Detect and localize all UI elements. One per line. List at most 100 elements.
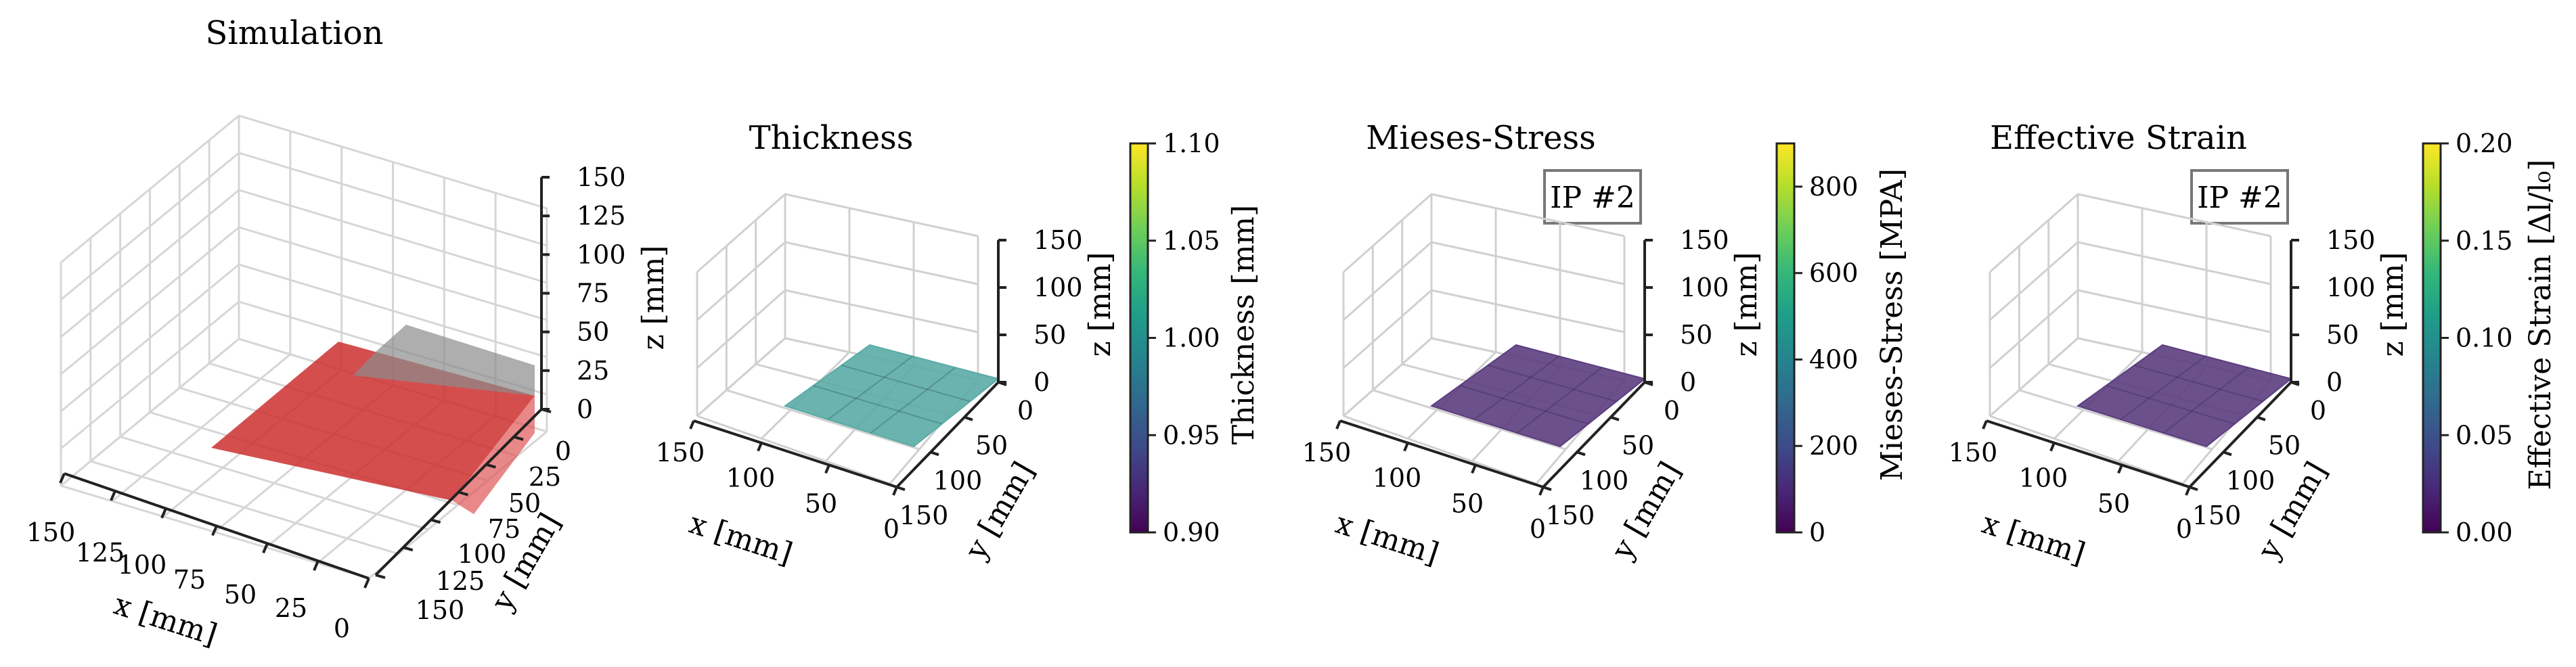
x-tick (1538, 486, 1545, 496)
y-tick (375, 574, 386, 579)
y-tick-label: 50 (508, 488, 541, 518)
patch-grid (2106, 355, 2263, 434)
surfaces (211, 325, 535, 514)
patch-line (2163, 367, 2249, 434)
mieses-stress-plot: Mieses-Stress IP #2 x [mm] y [mm] z [mm]… (1302, 119, 1909, 572)
z-tick-label: 100 (2326, 273, 2376, 302)
x-tick-label: 150 (1302, 438, 1352, 467)
surface-patch (1429, 344, 1647, 448)
y-axis-line (2188, 381, 2292, 488)
z-tick-label: 0 (1034, 367, 1050, 397)
patch-line (2134, 365, 2263, 402)
colorbar-tick-label: 200 (1809, 431, 1859, 461)
colorbar-tick-label: 0.10 (2456, 323, 2513, 353)
colorbar-tick-label: 0.15 (2456, 226, 2513, 256)
y-tick-label: 125 (436, 566, 485, 596)
gridline (60, 226, 548, 375)
gridline (90, 460, 399, 555)
colorbar-gradient (2422, 142, 2442, 534)
y-tick (2223, 451, 2232, 457)
gridline (1343, 241, 1625, 321)
thickness-plot: Thickness x [mm] y [mm] z [mm] z [mm] Th… (636, 119, 1261, 572)
colorbar-tick-label: 1.10 (1163, 129, 1220, 158)
colorbar-tick-label: 800 (1809, 172, 1859, 202)
patch-line (1459, 385, 1589, 425)
x-tick-label: 0 (1530, 514, 1546, 544)
y-tick-label: 100 (458, 539, 507, 569)
x-tick (1335, 420, 1341, 430)
y-tick (1542, 486, 1552, 491)
y-tick-label: 100 (933, 465, 983, 495)
z-tick-label: 50 (1034, 320, 1066, 350)
patch-line (2120, 355, 2206, 420)
z-tick-label: 100 (577, 239, 626, 269)
patch-line (1488, 365, 1617, 402)
gridline (60, 263, 548, 413)
colorbar-gradient (1775, 142, 1796, 534)
colorbar: 0 200 400 600 800 (1775, 142, 1859, 547)
y-tick-label: 100 (1580, 465, 1629, 495)
y-tick (1610, 415, 1620, 421)
chart-title: Effective Strain (1990, 119, 2247, 157)
y-tick-label: 150 (2192, 501, 2242, 530)
colorbar-tick-label: 0.95 (1163, 420, 1220, 450)
colorbar-tick-label: 400 (1809, 344, 1859, 374)
gridline (726, 389, 920, 451)
gridline (120, 436, 429, 531)
z-tick-label: 150 (577, 162, 626, 192)
z-axis-label: z [mm] (636, 246, 671, 350)
y-tick-label: 0 (555, 436, 571, 466)
y-tick-label: 50 (1622, 431, 1654, 461)
x-tick (824, 464, 830, 474)
y-tick (2257, 415, 2266, 421)
x-tick-label: 75 (173, 565, 206, 595)
colorbar: 0.00 0.05 0.10 0.15 0.20 (2422, 129, 2513, 547)
z-tick-label: 0 (1680, 367, 1696, 397)
y-tick (458, 490, 469, 497)
x-tick-label: 25 (275, 593, 307, 623)
y-tick-label: 0 (2310, 396, 2326, 426)
surface-patch (783, 344, 1000, 448)
patch-line (2106, 385, 2235, 425)
chart-title: Mieses-Stress (1366, 119, 1596, 157)
x-axis-label: x [mm] (685, 506, 797, 572)
patch-line (1473, 355, 1559, 420)
x-tick-label: 50 (805, 488, 837, 518)
x-tick (262, 543, 269, 554)
x-tick-label: 100 (2019, 463, 2068, 493)
chart-title: Simulation (205, 14, 383, 52)
x-tick-label: 100 (1373, 463, 1422, 493)
x-tick-label: 50 (2097, 488, 2130, 518)
x-tick-label: 50 (1451, 488, 1484, 518)
y-tick (430, 518, 441, 524)
colorbar-tick-label: 1.00 (1163, 323, 1220, 353)
colorbar-tick-label: 0.20 (2456, 129, 2513, 158)
z-tick-label: 50 (1680, 320, 1712, 350)
axis-lines (1982, 239, 2300, 496)
x-tick-label: 0 (883, 514, 900, 544)
z-tick-label: 125 (577, 201, 626, 231)
x-tick-label: 50 (224, 580, 257, 610)
effective-strain-plot: Effective Strain IP #2 x [mm] y [mm] z [… (1949, 119, 2558, 572)
x-tick-label: 150 (1949, 438, 1998, 467)
gridline (696, 241, 979, 321)
patch-line (813, 385, 942, 425)
z-tick-label: 25 (577, 356, 609, 386)
x-tick (160, 507, 167, 519)
colorbar-tick-label: 0 (1809, 518, 1825, 547)
patch-grid (813, 355, 971, 434)
x-tick-label: 100 (118, 550, 167, 580)
gridline (1989, 289, 2271, 369)
colorbar-tick-label: 1.05 (1163, 226, 1220, 256)
x-tick (313, 560, 319, 571)
y-tick-label: 150 (900, 501, 949, 530)
annotation: IP #2 (1550, 181, 1635, 215)
y-tick (2189, 486, 2198, 491)
axes-grid (696, 193, 979, 485)
y-tick (896, 486, 906, 491)
colorbar-label: Mieses-Stress [MPA] (1875, 168, 1909, 481)
axes-grid (1989, 193, 2272, 485)
x-tick (2117, 464, 2123, 474)
z-tick-label: 0 (577, 394, 593, 424)
